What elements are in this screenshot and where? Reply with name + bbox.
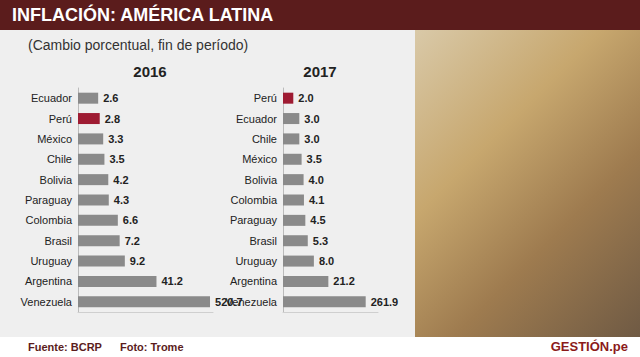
svg-text:2017: 2017 — [303, 63, 336, 80]
svg-text:Ecuador: Ecuador — [31, 92, 72, 104]
svg-text:México: México — [242, 153, 277, 165]
html-text:INFLACIÓN: AMÉRICA LATINA: INFLACIÓN: AMÉRICA LATINA — [12, 5, 274, 25]
svg-text:4.1: 4.1 — [309, 194, 324, 206]
svg-text:520.7: 520.7 — [215, 296, 243, 308]
svg-text:4.3: 4.3 — [114, 194, 129, 206]
svg-text:Chile: Chile — [47, 153, 72, 165]
svg-text:9.2: 9.2 — [130, 255, 145, 267]
svg-text:Chile: Chile — [252, 133, 277, 145]
svg-text:41.2: 41.2 — [161, 275, 182, 287]
svg-text:4.0: 4.0 — [309, 174, 324, 186]
svg-text:5.3: 5.3 — [313, 235, 328, 247]
svg-text:7.2: 7.2 — [125, 235, 140, 247]
svg-text:2.6: 2.6 — [103, 92, 118, 104]
svg-text:2.0: 2.0 — [298, 92, 313, 104]
svg-text:4.5: 4.5 — [310, 214, 325, 226]
svg-text:(Cambio porcentual, fin de per: (Cambio porcentual, fin de período) — [28, 37, 248, 53]
svg-text:8.0: 8.0 — [319, 255, 334, 267]
svg-text:21.2: 21.2 — [333, 275, 354, 287]
svg-text:3.3: 3.3 — [108, 133, 123, 145]
svg-text:Venezuela: Venezuela — [225, 295, 277, 308]
html-text:Fuente: BCRP: Fuente: BCRP — [28, 341, 102, 353]
svg-text:Colombia: Colombia — [26, 214, 73, 226]
svg-text:Ecuador: Ecuador — [236, 113, 277, 125]
svg-text:Perú: Perú — [49, 113, 72, 125]
svg-text:3.0: 3.0 — [304, 133, 319, 145]
svg-text:Brasil: Brasil — [249, 235, 277, 247]
html-text:Foto: Trome: Foto: Trome — [120, 341, 184, 353]
svg-text:Bolivia: Bolivia — [245, 174, 278, 186]
svg-text:3.5: 3.5 — [109, 153, 124, 165]
svg-text:261.9: 261.9 — [371, 296, 399, 308]
svg-text:4.2: 4.2 — [113, 174, 128, 186]
svg-text:Paraguay: Paraguay — [25, 194, 73, 206]
svg-text:México: México — [37, 133, 72, 145]
svg-text:6.6: 6.6 — [123, 214, 138, 226]
svg-text:2.8: 2.8 — [105, 113, 120, 125]
svg-text:2016: 2016 — [133, 63, 166, 80]
svg-text:Argentina: Argentina — [230, 275, 278, 287]
svg-text:Paraguay: Paraguay — [230, 214, 278, 226]
svg-text:Uruguay: Uruguay — [235, 255, 277, 267]
html-text:GESTIÓN.pe: GESTIÓN.pe — [550, 339, 628, 354]
svg-text:3.5: 3.5 — [307, 153, 322, 165]
svg-text:Venezuela: Venezuela — [21, 296, 73, 308]
svg-text:3.0: 3.0 — [304, 113, 319, 125]
svg-text:Perú: Perú — [254, 92, 277, 104]
svg-text:Uruguay: Uruguay — [30, 255, 72, 267]
svg-text:Argentina: Argentina — [25, 275, 73, 287]
svg-text:Bolivia: Bolivia — [40, 174, 73, 186]
svg-text:Brasil: Brasil — [44, 235, 72, 247]
svg-text:Colombia: Colombia — [231, 194, 278, 206]
